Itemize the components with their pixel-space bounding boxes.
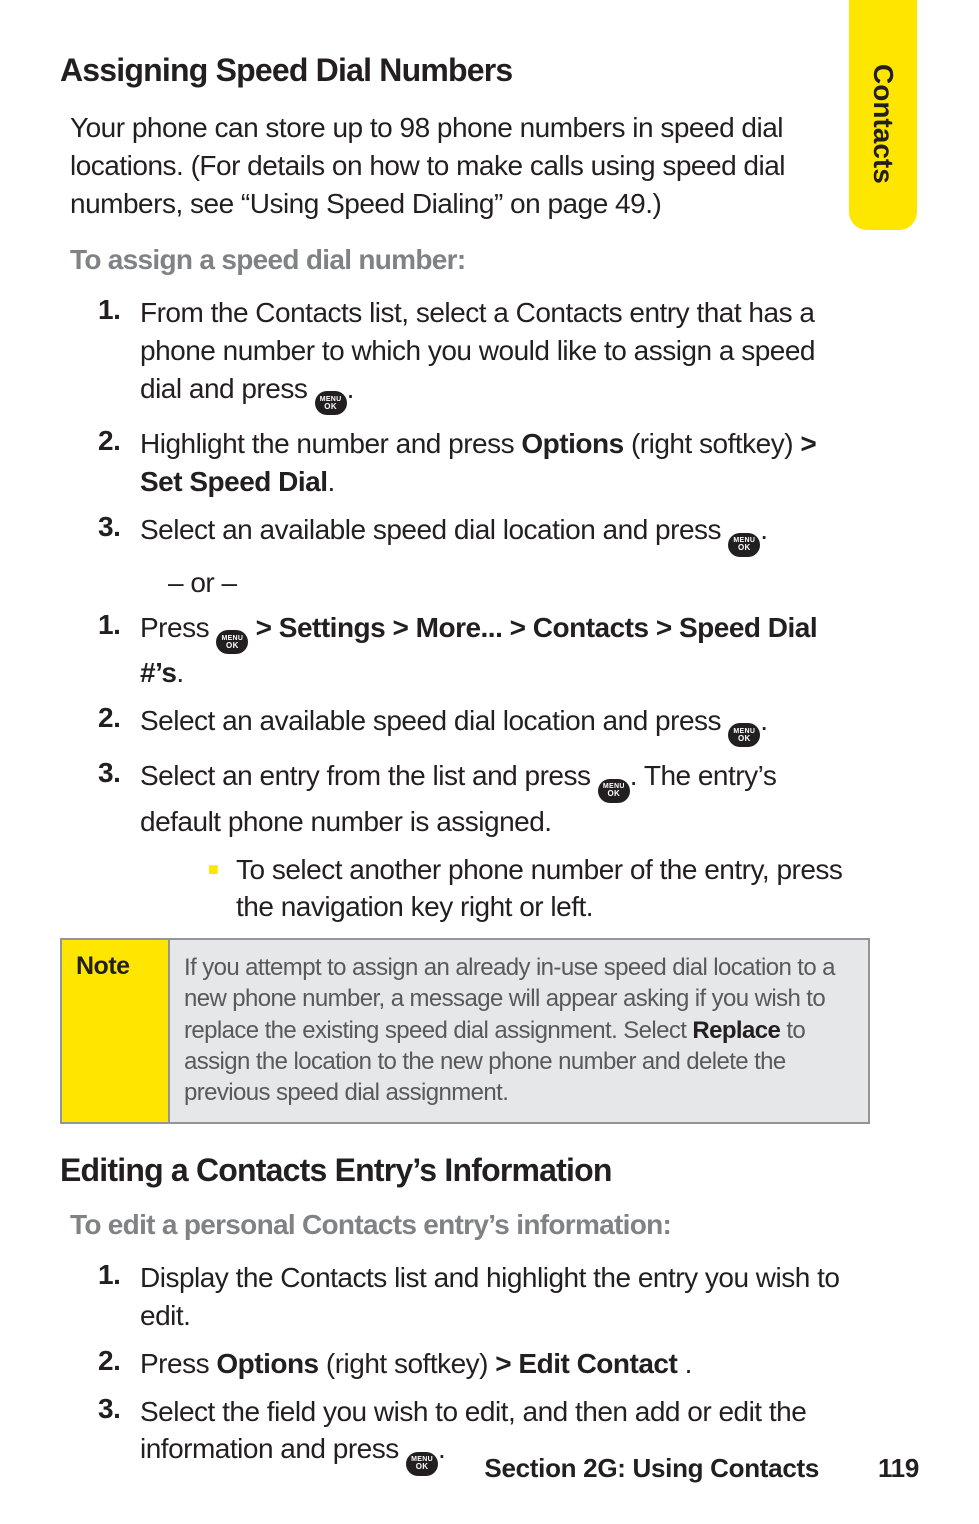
sub-bullet-item: ■ To select another phone number of the … bbox=[208, 851, 860, 927]
step-text: Press Options (right softkey) > Edit Con… bbox=[140, 1345, 860, 1383]
step-text: Select an entry from the list and press … bbox=[140, 757, 860, 840]
menu-ok-icon: MENUOK bbox=[728, 533, 760, 557]
page: Contacts Assigning Speed Dial Numbers Yo… bbox=[0, 0, 979, 1524]
note-box: Note If you attempt to assign an already… bbox=[60, 938, 870, 1124]
menu-ok-icon: MENUOK bbox=[406, 1452, 438, 1476]
step-a2: 2. Highlight the number and press Option… bbox=[70, 425, 860, 501]
step-text: Display the Contacts list and highlight … bbox=[140, 1259, 860, 1335]
step-text: Press MENUOK > Settings > More... > Cont… bbox=[140, 609, 860, 692]
step-number: 3. bbox=[70, 757, 140, 840]
menu-ok-icon: MENUOK bbox=[216, 630, 248, 654]
note-text: If you attempt to assign an already in-u… bbox=[169, 939, 869, 1123]
or-separator: – or – bbox=[168, 567, 860, 599]
step-number: 2. bbox=[70, 1345, 140, 1383]
menu-ok-icon: MENUOK bbox=[315, 391, 347, 415]
step-number: 2. bbox=[70, 425, 140, 501]
menu-ok-icon: MENUOK bbox=[728, 723, 760, 747]
sub-bullet-list: ■ To select another phone number of the … bbox=[208, 851, 860, 927]
intro-paragraph: Your phone can store up to 98 phone numb… bbox=[70, 109, 860, 222]
steps-list-b: 1. Press MENUOK > Settings > More... > C… bbox=[70, 609, 860, 841]
step-b3: 3. Select an entry from the list and pre… bbox=[70, 757, 860, 840]
step-a3: 3. Select an available speed dial locati… bbox=[70, 511, 860, 557]
sub-bullet-text: To select another phone number of the en… bbox=[236, 851, 860, 927]
footer-section: Section 2G: Using Contacts bbox=[484, 1453, 819, 1483]
step-a1: 1. From the Contacts list, select a Cont… bbox=[70, 294, 860, 415]
heading-assigning-speed-dial: Assigning Speed Dial Numbers bbox=[60, 52, 860, 89]
content-area: Assigning Speed Dial Numbers Your phone … bbox=[60, 52, 860, 1476]
step-c1: 1. Display the Contacts list and highlig… bbox=[70, 1259, 860, 1335]
sub-heading-assign: To assign a speed dial number: bbox=[70, 244, 860, 276]
step-number: 3. bbox=[70, 511, 140, 557]
square-bullet-icon: ■ bbox=[208, 851, 236, 927]
footer-page-number: 119 bbox=[878, 1453, 919, 1483]
step-c2: 2. Press Options (right softkey) > Edit … bbox=[70, 1345, 860, 1383]
section-tab-label: Contacts bbox=[867, 46, 899, 184]
step-b1: 1. Press MENUOK > Settings > More... > C… bbox=[70, 609, 860, 692]
step-text: Select an available speed dial location … bbox=[140, 511, 860, 557]
step-number: 1. bbox=[70, 294, 140, 415]
step-b2: 2. Select an available speed dial locati… bbox=[70, 702, 860, 748]
step-text: Highlight the number and press Options (… bbox=[140, 425, 860, 501]
step-number: 1. bbox=[70, 1259, 140, 1335]
step-text: From the Contacts list, select a Contact… bbox=[140, 294, 860, 415]
sub-heading-edit: To edit a personal Contacts entry’s info… bbox=[70, 1209, 860, 1241]
section-tab: Contacts bbox=[849, 0, 917, 230]
note-label: Note bbox=[61, 939, 169, 1123]
step-number: 2. bbox=[70, 702, 140, 748]
step-number: 1. bbox=[70, 609, 140, 692]
heading-editing-contacts: Editing a Contacts Entry’s Information bbox=[60, 1152, 860, 1189]
menu-ok-icon: MENUOK bbox=[598, 779, 630, 803]
page-footer: Section 2G: Using Contacts 119 bbox=[484, 1453, 919, 1484]
step-text: Select an available speed dial location … bbox=[140, 702, 860, 748]
steps-list-a: 1. From the Contacts list, select a Cont… bbox=[70, 294, 860, 556]
steps-list-c: 1. Display the Contacts list and highlig… bbox=[70, 1259, 860, 1476]
step-number: 3. bbox=[70, 1393, 140, 1476]
